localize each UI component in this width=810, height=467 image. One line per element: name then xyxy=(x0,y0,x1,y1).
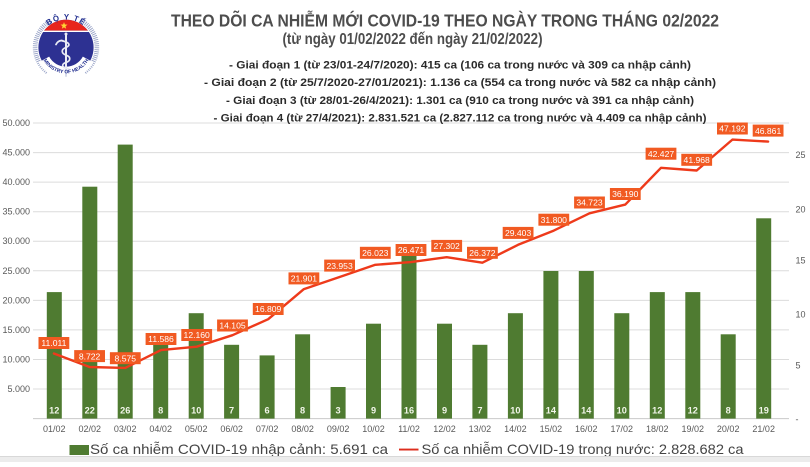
svg-text:16/02: 16/02 xyxy=(575,424,598,434)
svg-text:13/02: 13/02 xyxy=(469,424,492,434)
svg-text:7: 7 xyxy=(229,405,234,415)
svg-text:12: 12 xyxy=(652,405,662,415)
svg-text:11.011: 11.011 xyxy=(41,338,66,348)
svg-text:25.000: 25.000 xyxy=(2,266,30,276)
svg-text:31.800: 31.800 xyxy=(541,215,568,225)
svg-text:11.586: 11.586 xyxy=(148,334,174,344)
svg-text:10: 10 xyxy=(510,405,520,415)
svg-text:06/02: 06/02 xyxy=(220,424,243,434)
svg-text:47.192: 47.192 xyxy=(719,124,746,134)
svg-text:Số ca nhiễm COVID-19 trong nướ: Số ca nhiễm COVID-19 trong nước: 2.828.6… xyxy=(422,441,744,457)
svg-text:- Giai đoạn 2 (từ 25/7/2020-27: - Giai đoạn 2 (từ 25/7/2020-27/01/2021):… xyxy=(204,77,716,89)
svg-text:12: 12 xyxy=(688,405,698,415)
svg-text:12.160: 12.160 xyxy=(184,330,211,340)
svg-text:10.000: 10.000 xyxy=(2,355,30,365)
svg-text:40.000: 40.000 xyxy=(2,177,30,187)
svg-text:01/02: 01/02 xyxy=(43,424,66,434)
svg-text:26.372: 26.372 xyxy=(469,248,496,258)
svg-text:17/02: 17/02 xyxy=(611,424,634,434)
svg-text:29.403: 29.403 xyxy=(505,228,532,238)
svg-text:20.000: 20.000 xyxy=(2,295,30,305)
svg-text:8: 8 xyxy=(726,405,731,415)
svg-text:03/02: 03/02 xyxy=(114,424,137,434)
svg-text:Số ca nhiễm COVID-19 nhập cảnh: Số ca nhiễm COVID-19 nhập cảnh: 5.691 ca xyxy=(90,441,388,457)
svg-text:8: 8 xyxy=(300,405,305,415)
svg-text:27.302: 27.302 xyxy=(434,241,461,251)
svg-text:22: 22 xyxy=(85,405,95,415)
svg-text:46.861: 46.861 xyxy=(755,126,782,136)
svg-text:45.000: 45.000 xyxy=(2,148,30,158)
svg-text:19/02: 19/02 xyxy=(682,424,705,434)
svg-text:14.105: 14.105 xyxy=(219,321,246,331)
svg-text:8: 8 xyxy=(158,405,163,415)
svg-text:20: 20 xyxy=(796,204,806,214)
svg-text:21/02: 21/02 xyxy=(752,424,775,434)
svg-text:35.000: 35.000 xyxy=(2,207,30,217)
svg-text:25: 25 xyxy=(796,150,806,160)
svg-text:02/02: 02/02 xyxy=(79,424,102,434)
svg-text:10: 10 xyxy=(191,405,201,415)
svg-text:10/02: 10/02 xyxy=(362,424,385,434)
svg-text:15: 15 xyxy=(796,256,806,266)
svg-text:23.953: 23.953 xyxy=(326,261,353,271)
svg-text:14: 14 xyxy=(546,405,557,415)
svg-text:15/02: 15/02 xyxy=(540,424,563,434)
svg-text:21.901: 21.901 xyxy=(291,274,318,284)
svg-text:12: 12 xyxy=(49,405,59,415)
svg-text:-: - xyxy=(796,414,799,424)
svg-text:41.968: 41.968 xyxy=(684,155,711,165)
svg-text:50.000: 50.000 xyxy=(2,118,30,128)
svg-text:12/02: 12/02 xyxy=(433,424,456,434)
svg-text:8.722: 8.722 xyxy=(79,351,101,361)
svg-text:18/02: 18/02 xyxy=(646,424,669,434)
svg-text:26: 26 xyxy=(120,405,130,415)
svg-text:3: 3 xyxy=(336,405,341,415)
svg-text:11/02: 11/02 xyxy=(398,424,420,434)
svg-text:- Giai đoạn 1 (từ 23/01-24/7/2: - Giai đoạn 1 (từ 23/01-24/7/2020): 415 … xyxy=(229,59,691,71)
svg-text:42.427: 42.427 xyxy=(648,149,675,159)
svg-text:9: 9 xyxy=(442,405,447,415)
svg-text:19: 19 xyxy=(759,405,769,415)
svg-text:14: 14 xyxy=(581,405,592,415)
svg-text:8.575: 8.575 xyxy=(115,353,137,363)
svg-text:7: 7 xyxy=(477,405,482,415)
svg-text:6: 6 xyxy=(265,405,270,415)
svg-text:16.809: 16.809 xyxy=(255,304,282,314)
svg-text:26.471: 26.471 xyxy=(398,245,425,255)
svg-text:- Giai đoạn 3 (từ 28/01-26/4/2: - Giai đoạn 3 (từ 28/01-26/4/2021): 1.30… xyxy=(226,95,694,107)
svg-text:07/02: 07/02 xyxy=(256,424,279,434)
svg-text:08/02: 08/02 xyxy=(291,424,314,434)
svg-text:26.023: 26.023 xyxy=(362,248,389,258)
svg-text:10: 10 xyxy=(617,405,627,415)
svg-text:09/02: 09/02 xyxy=(327,424,350,434)
svg-text:10: 10 xyxy=(796,310,806,320)
svg-text:9: 9 xyxy=(371,405,376,415)
svg-text:15.000: 15.000 xyxy=(2,325,30,335)
svg-text:THEO DÕI CA NHIỄM MỚI COVID-19: THEO DÕI CA NHIỄM MỚI COVID-19 THEO NGÀY… xyxy=(171,10,719,31)
svg-text:05/02: 05/02 xyxy=(185,424,208,434)
svg-text:- Giai đoạn 4 (từ 27/4/2021):: - Giai đoạn 4 (từ 27/4/2021): 2.831.521 … xyxy=(214,113,707,125)
svg-text:34.723: 34.723 xyxy=(576,198,603,208)
svg-text:30.000: 30.000 xyxy=(2,236,30,246)
svg-text:16: 16 xyxy=(404,405,414,415)
svg-text:04/02: 04/02 xyxy=(149,424,172,434)
svg-text:14/02: 14/02 xyxy=(504,424,527,434)
svg-text:20/02: 20/02 xyxy=(717,424,740,434)
svg-text:36.190: 36.190 xyxy=(612,189,639,199)
svg-text:5: 5 xyxy=(796,361,801,371)
svg-text:5.000: 5.000 xyxy=(7,384,30,394)
svg-text:(từ ngày 01/02/2022 đến ngày 2: (từ ngày 01/02/2022 đến ngày 21/02/2022) xyxy=(283,31,543,48)
